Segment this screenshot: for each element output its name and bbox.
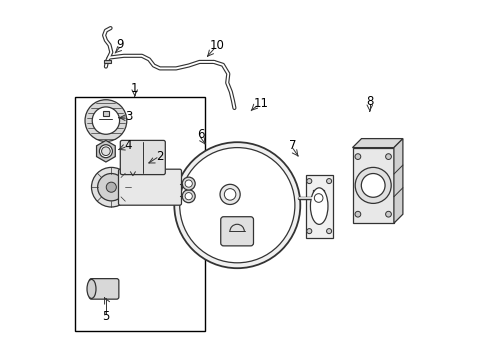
Circle shape xyxy=(98,174,125,201)
Text: 5: 5 xyxy=(102,310,109,323)
Circle shape xyxy=(220,184,240,204)
Circle shape xyxy=(91,167,131,207)
Circle shape xyxy=(85,100,126,141)
Circle shape xyxy=(326,179,331,184)
Circle shape xyxy=(92,107,120,134)
Polygon shape xyxy=(96,140,115,162)
Polygon shape xyxy=(393,139,402,223)
Text: 3: 3 xyxy=(124,111,132,123)
Circle shape xyxy=(182,177,195,190)
Ellipse shape xyxy=(87,279,96,298)
Circle shape xyxy=(385,211,390,217)
FancyBboxPatch shape xyxy=(220,217,253,246)
Circle shape xyxy=(102,147,110,156)
Circle shape xyxy=(182,190,195,203)
Circle shape xyxy=(224,189,235,200)
Circle shape xyxy=(314,194,322,202)
Circle shape xyxy=(179,148,294,263)
Circle shape xyxy=(306,179,311,184)
Circle shape xyxy=(185,180,192,187)
Text: 9: 9 xyxy=(116,39,124,51)
Bar xyxy=(75,97,204,331)
Circle shape xyxy=(385,154,390,159)
FancyBboxPatch shape xyxy=(120,140,165,175)
Ellipse shape xyxy=(310,188,327,224)
Circle shape xyxy=(185,193,192,200)
Circle shape xyxy=(326,229,331,234)
Text: 6: 6 xyxy=(197,129,204,141)
FancyBboxPatch shape xyxy=(89,279,119,299)
Text: 7: 7 xyxy=(289,139,296,152)
Text: 11: 11 xyxy=(253,97,267,110)
Text: 1: 1 xyxy=(131,82,138,95)
Circle shape xyxy=(361,174,384,197)
Bar xyxy=(352,148,393,223)
Text: 8: 8 xyxy=(366,95,373,108)
Bar xyxy=(312,190,324,206)
Polygon shape xyxy=(352,139,402,148)
Circle shape xyxy=(354,211,360,217)
Circle shape xyxy=(174,142,300,268)
Circle shape xyxy=(354,154,360,159)
FancyBboxPatch shape xyxy=(118,169,181,205)
Text: 2: 2 xyxy=(156,150,163,163)
Bar xyxy=(103,111,108,116)
Text: 4: 4 xyxy=(124,139,132,152)
Bar xyxy=(104,60,111,63)
Text: 10: 10 xyxy=(210,39,224,52)
Circle shape xyxy=(306,229,311,234)
Circle shape xyxy=(354,167,390,203)
Circle shape xyxy=(99,145,112,158)
Bar xyxy=(305,175,332,238)
Circle shape xyxy=(106,182,116,192)
